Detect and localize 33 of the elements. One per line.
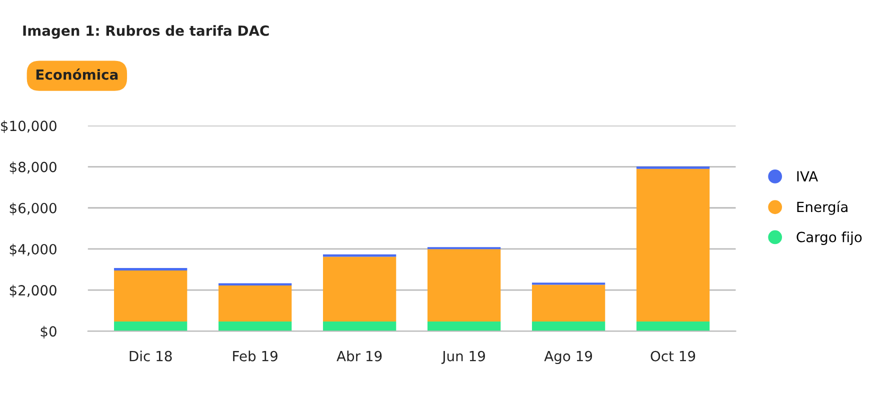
bar [218, 286, 292, 322]
bar [427, 322, 501, 332]
y-tick-label: $2,000 [10, 284, 56, 298]
bar [322, 256, 396, 322]
x-tick-label: Oct 19 [650, 350, 696, 362]
y-tick-label: $0 [40, 326, 56, 338]
bar [114, 322, 188, 332]
bar [636, 322, 710, 332]
y-tick-label: $4,000 [10, 244, 56, 256]
x-tick-label: Abr 19 [336, 350, 382, 362]
y-tick-label: $10,000 [1, 120, 56, 134]
x-tick-label: Jun 19 [441, 350, 485, 364]
bar [322, 322, 396, 332]
bar [636, 166, 710, 169]
legend-label: Energía [797, 200, 848, 215]
x-tick-label: Feb 19 [233, 350, 278, 362]
x-tick-label: Ago 19 [544, 350, 592, 364]
y-tick-label: $8,000 [10, 162, 56, 174]
bar [532, 322, 606, 332]
bar [114, 270, 188, 322]
y-tick-label: $6,000 [10, 202, 56, 216]
x-tick-label: Dic 18 [130, 350, 172, 362]
bar [218, 322, 292, 332]
bar [218, 283, 292, 286]
bar [322, 254, 396, 257]
legend-label: IVA [797, 171, 818, 182]
bar [427, 249, 501, 322]
chart-title: Imagen 1: Rubros de tarifa DAC [23, 25, 269, 39]
bar [532, 284, 606, 322]
bar [636, 168, 710, 322]
legend-label: Cargo fijo [796, 232, 862, 245]
bar [114, 268, 188, 271]
chart-subtitle: Económica [36, 68, 118, 80]
